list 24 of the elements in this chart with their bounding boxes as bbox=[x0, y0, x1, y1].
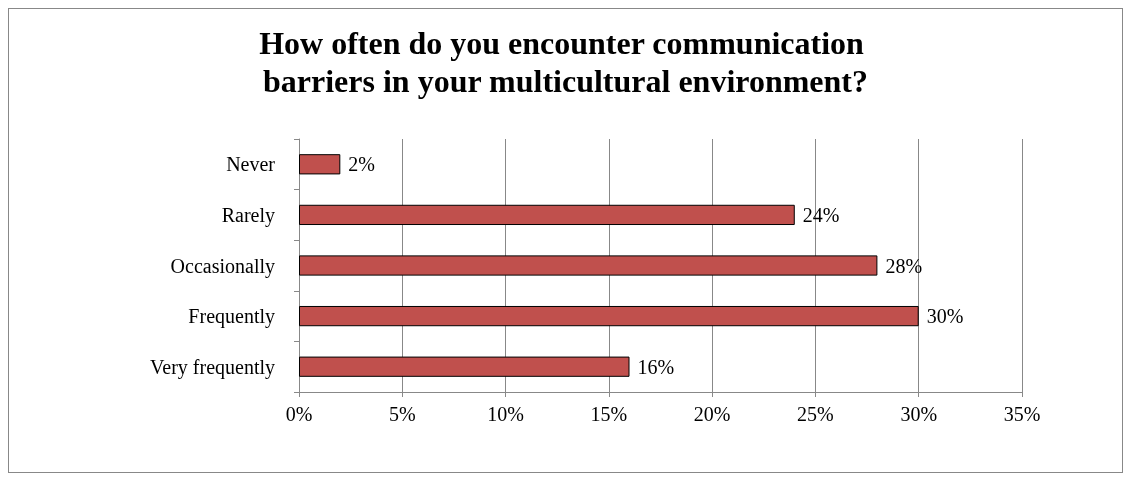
bar bbox=[299, 356, 630, 377]
x-tick-label: 0% bbox=[285, 403, 313, 425]
y-tick-label: Occasionally bbox=[170, 254, 275, 278]
data-label: 2% bbox=[348, 153, 375, 176]
x-tick-label: 20% bbox=[693, 403, 731, 425]
bar bbox=[299, 154, 341, 175]
data-label: 28% bbox=[885, 254, 923, 277]
bar bbox=[299, 305, 919, 327]
bar bbox=[299, 204, 795, 226]
chart-title: How often do you encounter communication barriers in your multicultural environment? bbox=[259, 25, 872, 99]
x-tick-label: 35% bbox=[1003, 403, 1041, 425]
data-label: 30% bbox=[926, 305, 964, 328]
x-tick-label: 5% bbox=[388, 403, 416, 425]
y-tick-label: Frequently bbox=[188, 305, 275, 329]
y-tick-label: Never bbox=[226, 153, 276, 176]
x-tick-label: 25% bbox=[797, 403, 834, 425]
x-tick-label: 15% bbox=[590, 403, 628, 425]
x-tick-label: 30% bbox=[900, 403, 938, 425]
bar bbox=[299, 255, 878, 276]
y-tick-label: Very frequently bbox=[150, 355, 275, 379]
data-label: 24% bbox=[802, 203, 840, 226]
data-label: 16% bbox=[637, 355, 675, 378]
x-tick-label: 10% bbox=[487, 403, 524, 425]
y-tick-label: Rarely bbox=[221, 203, 275, 227]
